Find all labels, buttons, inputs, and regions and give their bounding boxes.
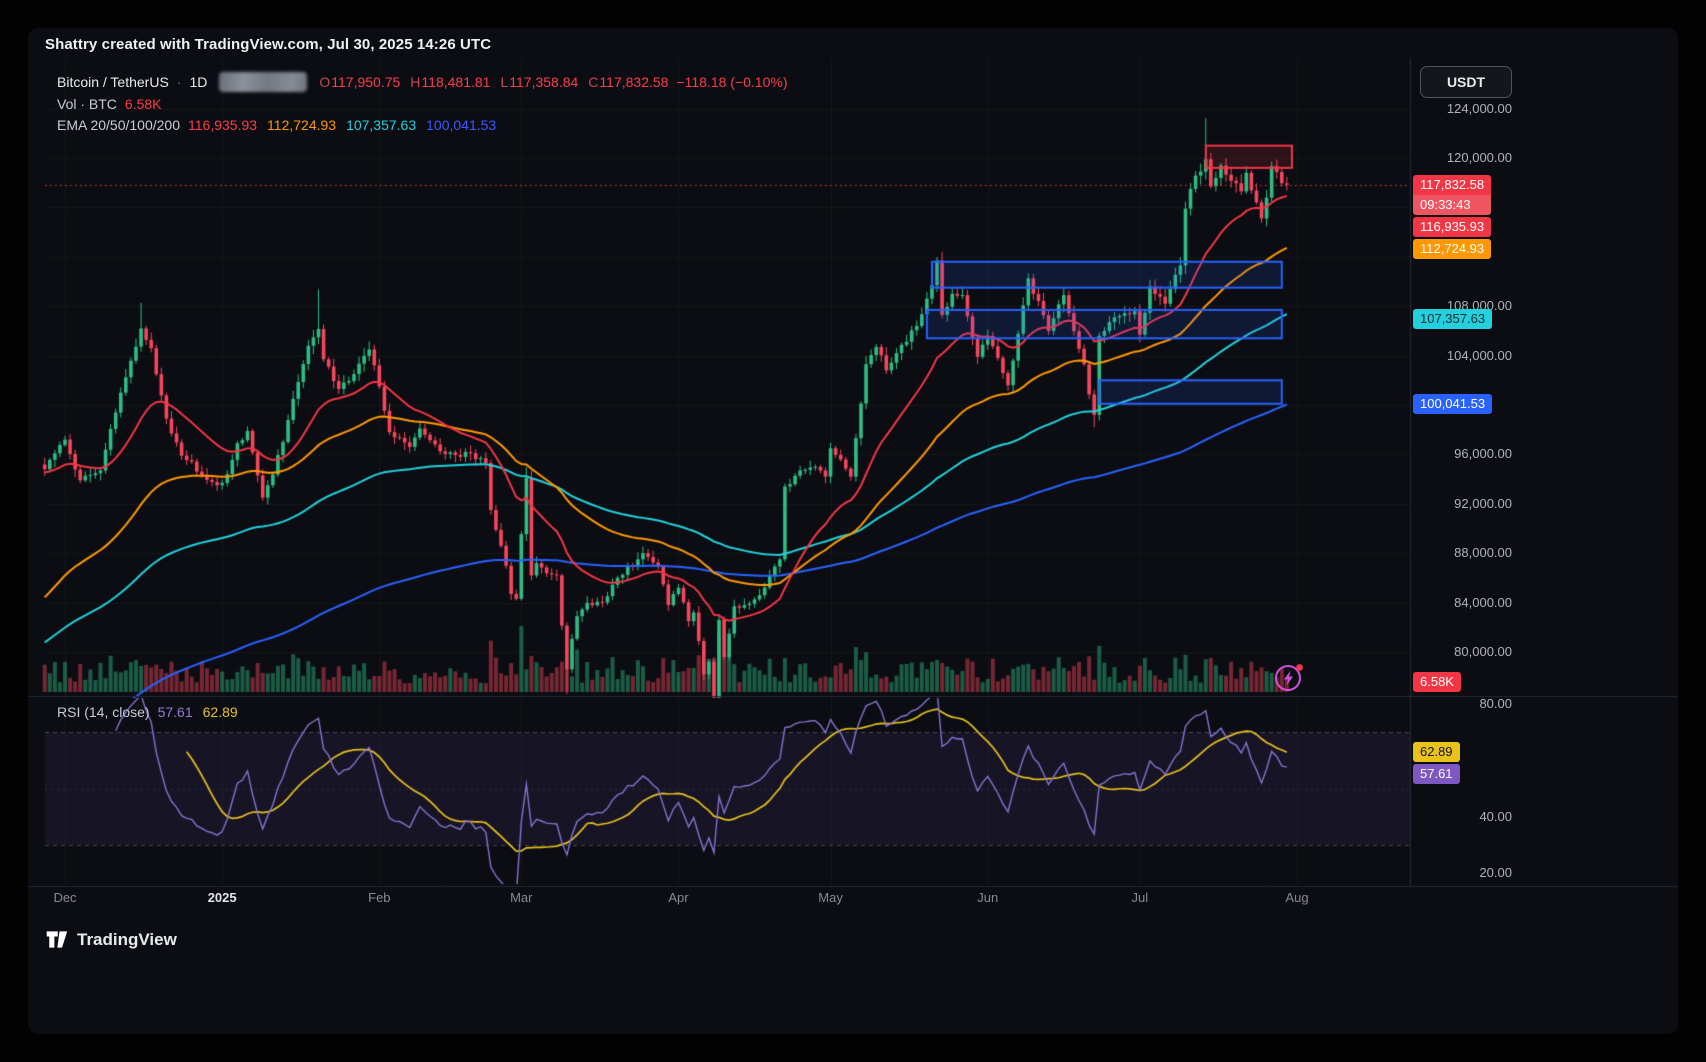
axis-badge-ema200: 100,041.53 bbox=[1413, 394, 1493, 415]
rsi-axis-label: 40.00 bbox=[1479, 808, 1512, 824]
tradingview-logo-text: TradingView bbox=[77, 929, 177, 949]
time-axis-label-jun: Jun bbox=[977, 890, 999, 905]
time-axis-label-may: May bbox=[818, 890, 843, 905]
axis-badge-rsi: 57.61 bbox=[1413, 764, 1460, 785]
time-axis-label-dec: Dec bbox=[53, 890, 77, 905]
price-axis-label: 104,000.00 bbox=[1446, 347, 1512, 363]
price-axis-label: 92,000.00 bbox=[1454, 495, 1512, 511]
symbol-legend-row: Bitcoin / TetherUS · 1D O 117,950.75 H 118,… bbox=[57, 71, 787, 93]
ohlc-letter: L bbox=[500, 74, 509, 90]
time-axis-label-feb: Feb bbox=[368, 890, 391, 905]
attribution-text: Shattry created with TradingView.com, Ju… bbox=[45, 36, 492, 53]
ohlc-value: 118,481.81 bbox=[421, 74, 491, 90]
symbol-title[interactable]: Bitcoin / TetherUS bbox=[57, 74, 169, 90]
rsi-value-1: 62.89 bbox=[202, 704, 238, 720]
ema-value-3: 100,041.53 bbox=[426, 117, 497, 133]
axis-badge-ema20: 116,935.93 bbox=[1413, 216, 1492, 237]
ema-legend-row[interactable]: EMA 20/50/100/200 116,935.93 112,724.93 10… bbox=[57, 115, 496, 135]
price-axis-label: 80,000.00 bbox=[1454, 644, 1512, 659]
ema-values: 116,935.93 112,724.93 107,357.63 100,041.53 bbox=[188, 117, 496, 133]
price-axis-label: 84,000.00 bbox=[1454, 594, 1512, 610]
ohlc-h: H 118,481.81 bbox=[410, 74, 490, 90]
volume-legend-row[interactable]: Vol · BTC 6.58K bbox=[57, 94, 162, 114]
volume-value: 6.58K bbox=[124, 96, 162, 112]
time-axis-label-aug: Aug bbox=[1285, 890, 1309, 905]
rsi-value-0: 57.61 bbox=[157, 704, 193, 720]
time-axis-label-apr: Apr bbox=[668, 890, 689, 905]
change-value: −118.18 (−0.10%) bbox=[676, 74, 788, 90]
last-price-value: 117,832.58 bbox=[1413, 174, 1492, 195]
ohlc-values: O 117,950.75 H 118,481.81 L 117,358.84 C 117,83… bbox=[319, 74, 668, 90]
ohlc-value: 117,358.84 bbox=[509, 74, 579, 90]
rsi-axis-label: 20.00 bbox=[1479, 865, 1512, 880]
time-axis-label-jul: Jul bbox=[1131, 890, 1149, 905]
legend-separator: · bbox=[176, 74, 182, 90]
price-axis-label: 88,000.00 bbox=[1454, 545, 1512, 561]
ohlc-l: L 117,358.84 bbox=[500, 74, 578, 90]
rsi-axis-label: 80.00 bbox=[1479, 696, 1512, 711]
bar-close-countdown: 09:33:43 bbox=[1413, 194, 1492, 215]
rsi-values: 57.61 62.89 bbox=[158, 704, 238, 720]
price-axis-label: 124,000.00 bbox=[1446, 100, 1512, 116]
ema-value-1: 112,724.93 bbox=[267, 117, 337, 133]
ohlc-letter: H bbox=[410, 74, 421, 90]
redacted-text-blur bbox=[219, 72, 308, 92]
price-axis-label: 96,000.00 bbox=[1454, 446, 1512, 462]
tradingview-logo[interactable]: TradingView bbox=[45, 928, 177, 951]
quick-action-lightning-icon[interactable] bbox=[1272, 660, 1306, 694]
ohlc-value: 117,832.58 bbox=[599, 74, 669, 90]
axis-badge-volume: 6.58K bbox=[1413, 672, 1461, 692]
ema-label: EMA 20/50/100/200 bbox=[57, 117, 180, 133]
time-axis-label-mar: Mar bbox=[510, 890, 533, 905]
axis-badge-last-price: 117,832.58 09:33:43 bbox=[1413, 174, 1492, 215]
rsi-label: RSI (14, close) bbox=[57, 704, 150, 720]
attribution-bar: Shattry created with TradingView.com, Ju… bbox=[45, 36, 491, 53]
time-axis-label-2025: 2025 bbox=[207, 890, 237, 905]
timeframe-label[interactable]: 1D bbox=[189, 74, 208, 90]
ohlc-o: O 117,950.75 bbox=[319, 74, 400, 90]
volume-label: Vol · BTC bbox=[57, 96, 117, 112]
ohlc-letter: C bbox=[588, 74, 599, 90]
ema-value-2: 107,357.63 bbox=[346, 117, 417, 133]
ohlc-letter: O bbox=[319, 74, 331, 90]
price-axis-label: 120,000.00 bbox=[1446, 150, 1512, 165]
axis-badge-ema100: 107,357.63 bbox=[1413, 309, 1493, 330]
tradingview-logo-icon bbox=[46, 931, 68, 948]
rsi-legend-row[interactable]: RSI (14, close) 57.61 62.89 bbox=[57, 702, 238, 722]
currency-toggle-button[interactable]: USDT bbox=[1420, 66, 1512, 98]
ohlc-value: 117,950.75 bbox=[331, 74, 401, 90]
ema-value-0: 116,935.93 bbox=[188, 117, 258, 133]
ohlc-c: C 117,832.58 bbox=[588, 74, 668, 90]
axis-badge-rsi-ma: 62.89 bbox=[1413, 742, 1460, 763]
axis-badge-ema50: 112,724.93 bbox=[1413, 238, 1492, 259]
